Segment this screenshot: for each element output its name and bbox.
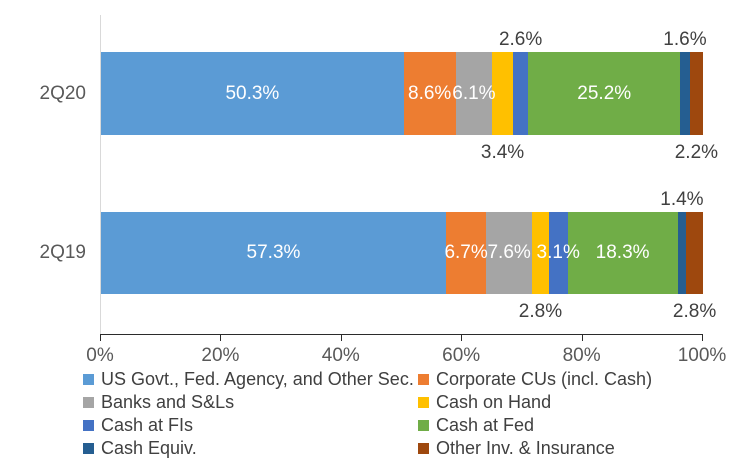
data-label: 2.2% [674, 142, 719, 163]
data-label: 2.8% [518, 301, 563, 322]
legend-item: Cash at Fed [418, 414, 652, 437]
bar-segment [532, 212, 549, 294]
legend-label: Banks and S&Ls [101, 392, 235, 412]
legend-item: Other Inv. & Insurance [418, 437, 652, 460]
legend-item: US Govt., Fed. Agency, and Other Sec. [83, 368, 418, 391]
legend-item: Banks and S&Ls [83, 391, 418, 414]
bar-2q20: 50.3% 8.6% 6.1% 25.2% [101, 52, 703, 135]
legend-swatch-icon [83, 374, 94, 385]
legend-swatch-icon [83, 420, 94, 431]
legend-label: Other Inv. & Insurance [436, 438, 615, 458]
bar-segment: 25.2% [528, 52, 681, 135]
data-label: 8.6% [408, 82, 452, 104]
axis-tick [340, 334, 342, 341]
legend-swatch-icon [418, 420, 429, 431]
data-label: 25.2% [577, 82, 632, 104]
category-label: 2Q20 [39, 82, 86, 104]
axis-tick [461, 334, 463, 341]
bar-2q19: 57.3% 6.7% 7.6% 3.1% 18.3% [101, 212, 703, 294]
bar-segment: 57.3% [101, 212, 446, 294]
legend-item: Cash Equiv. [83, 437, 418, 460]
axis-tick-label: 20% [201, 345, 240, 366]
legend-label: Corporate CUs (incl. Cash) [436, 369, 653, 389]
axis-tick [702, 334, 703, 341]
bar-segment [680, 52, 690, 135]
data-label: 6.1% [452, 82, 496, 104]
bar-segment: 6.1% [452, 52, 496, 135]
legend: US Govt., Fed. Agency, and Other Sec. Cor… [83, 368, 652, 460]
axis-tick [220, 334, 222, 341]
axis-tick [581, 334, 583, 341]
value-axis-line [100, 334, 703, 335]
axis-tick-label: 80% [562, 345, 601, 366]
legend-swatch-icon [418, 443, 429, 454]
data-label: 3.1% [536, 242, 580, 263]
legend-item: Cash at FIs [83, 414, 418, 437]
axis-tick-label: 100% [677, 345, 727, 366]
data-label: 2.6% [498, 29, 543, 50]
data-label: 6.7% [444, 242, 488, 263]
bar-segment: 18.3% [567, 212, 678, 294]
data-label: 57.3% [246, 242, 301, 263]
data-label: 2.8% [672, 301, 717, 322]
legend-swatch-icon [418, 374, 429, 385]
legend-label: Cash at FIs [101, 415, 194, 435]
legend-label: Cash at Fed [436, 415, 535, 435]
category-axis-line [100, 15, 101, 334]
legend-label: Cash on Hand [436, 392, 552, 412]
category-label: 2Q19 [39, 242, 86, 263]
data-label: 7.6% [487, 242, 531, 263]
data-label: 50.3% [225, 82, 280, 104]
data-label: 1.4% [660, 189, 704, 210]
axis-tick-label: 0% [86, 345, 114, 366]
axis-tick [100, 334, 101, 341]
bar-segment: 3.1% [537, 212, 580, 294]
data-label: 1.6% [663, 29, 707, 50]
bar-segment [492, 52, 513, 135]
bar-segment [686, 212, 703, 294]
bar-segment: 8.6% [403, 52, 456, 135]
legend-item: Corporate CUs (incl. Cash) [418, 368, 652, 391]
bar-segment: 50.3% [101, 52, 404, 135]
bar-segment: 6.7% [444, 212, 488, 294]
legend-label: US Govt., Fed. Agency, and Other Sec. [101, 369, 414, 389]
data-label: 3.4% [480, 142, 525, 163]
legend-item: Cash on Hand [418, 391, 652, 414]
legend-label: Cash Equiv. [101, 438, 197, 458]
axis-tick-label: 40% [321, 345, 360, 366]
bar-segment: 7.6% [486, 212, 533, 294]
legend-swatch-icon [83, 443, 94, 454]
axis-tick-label: 60% [442, 345, 481, 366]
bar-segment [689, 52, 703, 135]
bar-segment [512, 52, 529, 135]
data-label: 18.3% [595, 242, 650, 263]
legend-swatch-icon [418, 397, 429, 408]
bar-segment [677, 212, 687, 294]
legend-swatch-icon [83, 397, 94, 408]
